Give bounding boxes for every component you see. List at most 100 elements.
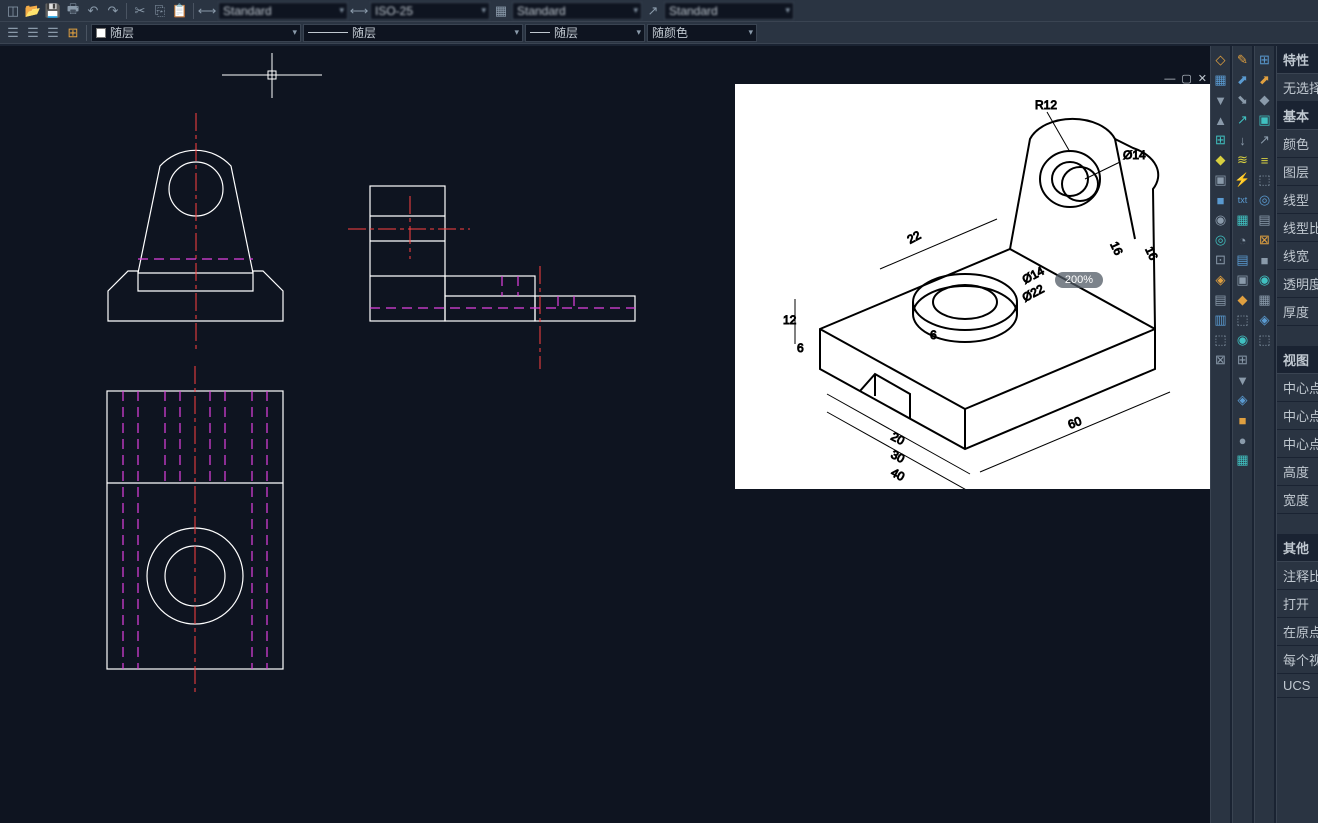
undo-icon[interactable]: ↶ — [84, 2, 102, 20]
strip1-icon-5[interactable]: ◆ — [1213, 152, 1229, 168]
strip3-icon-2[interactable]: ◆ — [1257, 92, 1273, 108]
strip1-icon-10[interactable]: ⊡ — [1213, 252, 1229, 268]
cut-icon[interactable]: ✂ — [131, 2, 149, 20]
strip3-icon-10[interactable]: ■ — [1257, 252, 1273, 268]
prop-height[interactable]: 高度 — [1277, 458, 1318, 486]
line-icon[interactable]: ⬈ — [1235, 72, 1251, 88]
strip1-icon-0[interactable]: ◇ — [1213, 52, 1229, 68]
dim-icon[interactable]: ⟷ — [350, 2, 368, 20]
grid-icon[interactable]: ⊞ — [1235, 352, 1251, 368]
prop-linetype[interactable]: 线型 — [1277, 186, 1318, 214]
strip1-icon-12[interactable]: ▤ — [1213, 292, 1229, 308]
table-icon-2[interactable]: ▤ — [1235, 252, 1251, 268]
tablestyle-value: Standard — [517, 4, 566, 18]
layer-icon-3[interactable]: ☰ — [44, 24, 62, 42]
paste-icon[interactable]: 📋 — [171, 2, 189, 20]
prop-ucs[interactable]: UCS — [1277, 674, 1318, 698]
eraser-icon[interactable]: ✎ — [1235, 52, 1251, 68]
strip3-icon-3[interactable]: ▣ — [1257, 112, 1273, 128]
strip3-icon-11[interactable]: ◉ — [1257, 272, 1273, 288]
diamond-icon[interactable]: ◆ — [1235, 292, 1251, 308]
block-icon[interactable]: ▣ — [1235, 272, 1251, 288]
text-icon[interactable]: txt — [1235, 192, 1251, 208]
new-icon[interactable]: ◫ — [4, 2, 22, 20]
table-icon[interactable]: ▦ — [492, 2, 510, 20]
strip3-icon-8[interactable]: ▤ — [1257, 212, 1273, 228]
hatch-icon[interactable]: ▦ — [1235, 212, 1251, 228]
tablestyle-combo[interactable]: Standard — [512, 2, 642, 20]
strip1-icon-6[interactable]: ▣ — [1213, 172, 1229, 188]
copy-icon[interactable]: ⎘ — [151, 2, 169, 20]
strip1-icon-11[interactable]: ◈ — [1213, 272, 1229, 288]
strip1-icon-2[interactable]: ▼ — [1213, 92, 1229, 108]
strip3-icon-4[interactable]: ↗ — [1257, 132, 1273, 148]
reference-image-body: R12 Ø14 22 Ø14 Ø22 16 16 12 6 6 20 30 40… — [735, 84, 1213, 489]
strip1-icon-4[interactable]: ⊞ — [1213, 132, 1229, 148]
redo-icon[interactable]: ↷ — [104, 2, 122, 20]
prop-color[interactable]: 颜色 — [1277, 130, 1318, 158]
pie-icon[interactable]: ◔ — [1235, 232, 1251, 248]
strip3-icon-12[interactable]: ▦ — [1257, 292, 1273, 308]
prop-layer[interactable]: 图层 — [1277, 158, 1318, 186]
maximize-icon[interactable]: ▢ — [1181, 74, 1191, 84]
open-icon[interactable]: 📂 — [24, 2, 42, 20]
layer-icon-2[interactable]: ☰ — [24, 24, 42, 42]
dimstyle-combo[interactable]: ISO-25 — [370, 2, 490, 20]
layer-color-combo[interactable]: 随层 — [91, 24, 301, 42]
layer-icon-1[interactable]: ☰ — [4, 24, 22, 42]
prop-thickness[interactable]: 厚度 — [1277, 298, 1318, 326]
close-icon[interactable]: ✕ — [1198, 74, 1207, 84]
save-icon[interactable]: 💾 — [44, 2, 62, 20]
prop-center-y[interactable]: 中心点 — [1277, 402, 1318, 430]
strip1-icon-1[interactable]: ▦ — [1213, 72, 1229, 88]
strip1-icon-8[interactable]: ◉ — [1213, 212, 1229, 228]
tri-icon[interactable]: ▼ — [1235, 372, 1251, 388]
textstyle-combo[interactable]: Standard — [218, 2, 348, 20]
bolt-icon[interactable]: ⚡ — [1235, 172, 1251, 188]
strip1-icon-9[interactable]: ◎ — [1213, 232, 1229, 248]
prop-lineweight[interactable]: 线宽 — [1277, 242, 1318, 270]
strip3-icon-6[interactable]: ⬚ — [1257, 172, 1273, 188]
prop-width[interactable]: 宽度 — [1277, 486, 1318, 514]
dot-icon[interactable]: ● — [1235, 432, 1251, 448]
minimize-icon[interactable]: — — [1164, 74, 1175, 84]
prop-center-x[interactable]: 中心点 — [1277, 374, 1318, 402]
dimension-icon[interactable]: ⟷ — [198, 2, 216, 20]
gem-icon[interactable]: ◈ — [1235, 392, 1251, 408]
plot-icon[interactable]: 🖶 — [64, 2, 82, 20]
mleaderstyle-combo[interactable]: Standard — [664, 2, 794, 20]
plotstyle-combo[interactable]: 随颜色 — [647, 24, 757, 42]
arrow-icon[interactable]: ↓ — [1235, 132, 1251, 148]
arc-icon[interactable]: ↗ — [1235, 112, 1251, 128]
linetype-combo[interactable]: 随层 — [303, 24, 523, 42]
strip3-icon-13[interactable]: ◈ — [1257, 312, 1273, 328]
strip3-icon-5[interactable]: ≡ — [1257, 152, 1273, 168]
spline-icon[interactable]: ≋ — [1235, 152, 1251, 168]
prop-perview[interactable]: 每个视 — [1277, 646, 1318, 674]
rect-icon[interactable]: ⬚ — [1235, 312, 1251, 328]
lineweight-combo[interactable]: 随层 — [525, 24, 645, 42]
strip3-icon-1[interactable]: ⬈ — [1257, 72, 1273, 88]
strip1-icon-15[interactable]: ⊠ — [1213, 352, 1229, 368]
strip3-icon-0[interactable]: ⊞ — [1257, 52, 1273, 68]
strip3-icon-7[interactable]: ◎ — [1257, 192, 1273, 208]
strip3-icon-14[interactable]: ⬚ — [1257, 332, 1273, 348]
prop-annoscale[interactable]: 注释比 — [1277, 562, 1318, 590]
strip3-icon-9[interactable]: ⊠ — [1257, 232, 1273, 248]
prop-transparency[interactable]: 透明度 — [1277, 270, 1318, 298]
strip1-icon-3[interactable]: ▲ — [1213, 112, 1229, 128]
prop-open[interactable]: 打开 — [1277, 590, 1318, 618]
layer-icon-4[interactable]: ⊞ — [64, 24, 82, 42]
strip1-icon-7[interactable]: ■ — [1213, 192, 1229, 208]
strip1-icon-14[interactable]: ⬚ — [1213, 332, 1229, 348]
square-icon[interactable]: ■ — [1235, 412, 1251, 428]
circle-icon[interactable]: ◉ — [1235, 332, 1251, 348]
strip1-icon-13[interactable]: ▥ — [1213, 312, 1229, 328]
prop-ltscale[interactable]: 线型比 — [1277, 214, 1318, 242]
mleader-icon[interactable]: ↗ — [644, 2, 662, 20]
prop-center-z[interactable]: 中心点 — [1277, 430, 1318, 458]
pline-icon[interactable]: ⬊ — [1235, 92, 1251, 108]
prop-origin[interactable]: 在原点 — [1277, 618, 1318, 646]
lineweight-preview — [530, 32, 550, 33]
mesh-icon[interactable]: ▦ — [1235, 452, 1251, 468]
